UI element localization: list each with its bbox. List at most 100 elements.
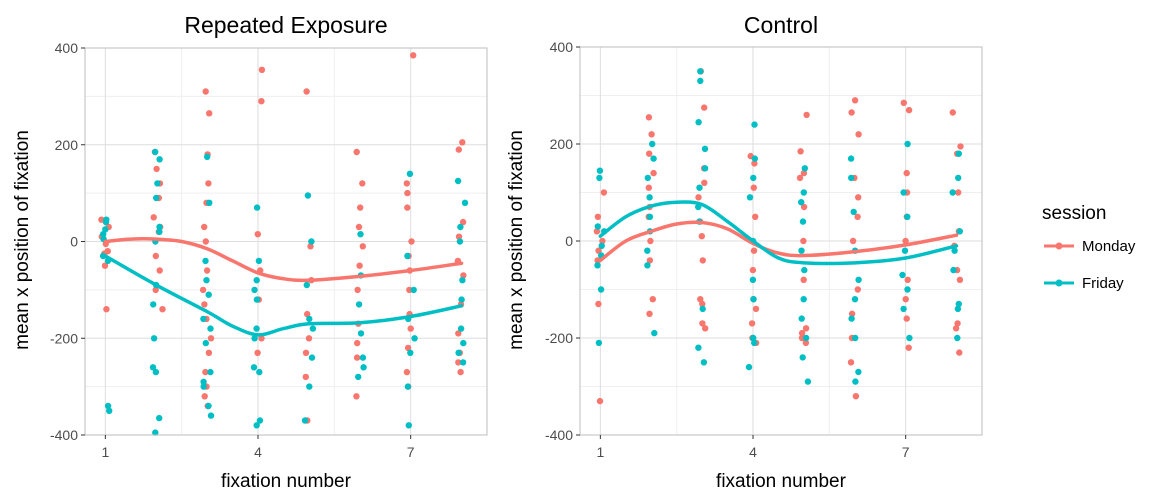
point-monday	[150, 214, 157, 221]
point-friday	[150, 335, 158, 342]
point-monday	[254, 231, 261, 238]
point-friday	[253, 277, 260, 284]
point-monday	[802, 339, 810, 347]
point-friday	[200, 378, 207, 385]
point-monday	[750, 184, 757, 191]
y-tick-label: 400	[55, 40, 79, 56]
point-monday	[697, 296, 704, 303]
point-friday	[906, 334, 913, 342]
point-friday	[457, 325, 465, 332]
point-monday	[903, 169, 910, 177]
point-monday	[701, 179, 708, 186]
point-monday	[206, 110, 213, 117]
point-monday	[201, 301, 208, 308]
point-monday	[851, 97, 859, 104]
point-monday	[258, 66, 266, 74]
point-friday	[595, 339, 603, 347]
point-friday	[253, 325, 260, 332]
point-friday	[253, 422, 260, 429]
point-monday	[848, 109, 855, 116]
point-friday	[751, 339, 758, 347]
point-friday	[848, 174, 855, 182]
point-friday	[460, 339, 467, 347]
point-friday	[256, 417, 264, 424]
point-friday	[904, 140, 911, 148]
point-monday	[645, 184, 652, 191]
point-monday	[305, 335, 313, 342]
point-friday	[156, 223, 163, 231]
legend-entry-friday: Friday	[1044, 275, 1124, 292]
point-friday	[955, 300, 962, 308]
x-tick-label: 7	[902, 444, 910, 460]
point-friday	[150, 301, 157, 308]
x-tick-label: 1	[596, 444, 604, 460]
point-friday	[301, 417, 309, 424]
point-friday	[207, 412, 215, 419]
point-friday	[798, 315, 805, 322]
point-monday	[849, 237, 857, 245]
point-monday	[854, 213, 861, 220]
point-friday	[156, 156, 163, 163]
legend-title: session	[1042, 203, 1106, 224]
point-monday	[900, 99, 907, 107]
point-monday	[455, 330, 462, 337]
point-friday	[901, 247, 909, 254]
point-monday	[752, 305, 760, 313]
point-friday	[751, 121, 758, 128]
point-friday	[800, 189, 807, 196]
point-friday	[459, 359, 467, 366]
y-axis-title-control: mean x position of fixation	[506, 130, 527, 350]
y-tick-label: 400	[550, 39, 574, 55]
smooth-line-friday	[103, 254, 464, 337]
point-friday	[458, 296, 465, 303]
point-monday	[459, 139, 466, 146]
point-monday	[752, 213, 759, 220]
point-friday	[900, 189, 907, 196]
smooth-line-monday	[598, 220, 959, 263]
point-monday	[903, 315, 910, 322]
point-friday	[207, 325, 214, 332]
point-monday	[650, 169, 657, 177]
point-friday	[306, 315, 313, 323]
point-friday	[697, 77, 704, 85]
point-monday	[353, 354, 361, 361]
point-friday	[357, 330, 365, 337]
point-friday	[750, 174, 757, 182]
point-friday	[802, 334, 810, 342]
point-monday	[952, 325, 960, 332]
point-monday	[855, 131, 862, 138]
point-friday	[852, 334, 859, 342]
point-monday	[957, 143, 964, 150]
point-friday	[202, 339, 209, 347]
point-monday	[104, 248, 112, 255]
point-monday	[599, 237, 606, 245]
point-friday	[801, 165, 808, 172]
point-friday	[102, 226, 109, 233]
point-monday	[201, 223, 208, 231]
legend-key-point-friday	[1055, 279, 1063, 287]
point-monday	[407, 325, 414, 332]
y-tick-label: -200	[50, 330, 78, 346]
point-monday	[949, 109, 956, 116]
point-monday	[955, 189, 962, 196]
legend-entry-monday: Monday	[1044, 238, 1136, 255]
point-friday	[799, 218, 807, 225]
point-friday	[798, 247, 805, 254]
point-monday	[854, 286, 861, 293]
point-monday	[355, 223, 363, 231]
point-friday	[152, 368, 160, 376]
point-monday	[796, 174, 804, 182]
point-friday	[596, 167, 604, 174]
point-friday	[804, 378, 812, 385]
legend-label-friday: Friday	[1082, 275, 1124, 292]
point-friday	[156, 228, 163, 235]
point-monday	[593, 228, 601, 235]
point-monday	[404, 344, 412, 352]
point-friday	[850, 208, 857, 216]
point-friday	[454, 177, 462, 185]
point-friday	[955, 174, 962, 182]
point-monday	[701, 104, 708, 111]
point-friday	[407, 349, 414, 356]
point-friday	[852, 378, 859, 385]
point-friday	[203, 277, 210, 284]
